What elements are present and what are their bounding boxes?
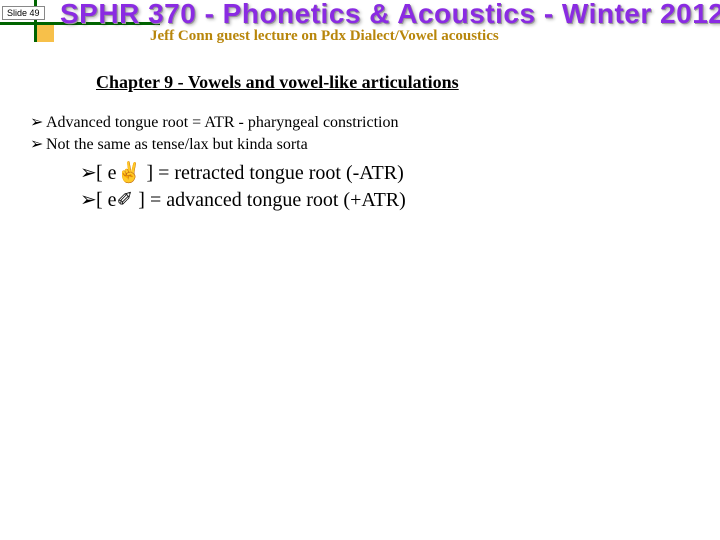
bullet-text: Not the same as tense/lax but kinda sort… <box>46 136 308 153</box>
phonetic-symbol: [ e✐ ] <box>96 189 145 211</box>
sub-bullet-text: = retracted tongue root (-ATR) <box>153 162 404 184</box>
list-item: ➢[ e✐ ] = advanced tongue root (+ATR) <box>80 187 406 214</box>
decor-accent-box <box>36 24 54 42</box>
phonetic-symbol: [ e✌ ] <box>96 162 153 184</box>
list-item: ➢[ e✌ ] = retracted tongue root (-ATR) <box>80 160 406 187</box>
bullet-arrow-icon: ➢ <box>80 187 96 214</box>
slide-number: Slide 49 <box>2 6 45 20</box>
chapter-heading: Chapter 9 - Vowels and vowel-like articu… <box>96 72 459 93</box>
list-item: ➢Not the same as tense/lax but kinda sor… <box>30 134 399 156</box>
bullet-arrow-icon: ➢ <box>30 134 46 156</box>
bullet-arrow-icon: ➢ <box>80 160 96 187</box>
bullet-list: ➢Advanced tongue root = ATR - pharyngeal… <box>30 112 399 155</box>
sub-bullet-text: = advanced tongue root (+ATR) <box>145 189 406 211</box>
course-title: SPHR 370 - Phonetics & Acoustics - Winte… <box>60 0 720 30</box>
bullet-arrow-icon: ➢ <box>30 112 46 134</box>
lecture-subtitle: Jeff Conn guest lecture on Pdx Dialect/V… <box>150 28 499 45</box>
sub-bullet-list: ➢[ e✌ ] = retracted tongue root (-ATR) ➢… <box>80 160 406 214</box>
bullet-text: Advanced tongue root = ATR - pharyngeal … <box>46 114 399 131</box>
list-item: ➢Advanced tongue root = ATR - pharyngeal… <box>30 112 399 134</box>
